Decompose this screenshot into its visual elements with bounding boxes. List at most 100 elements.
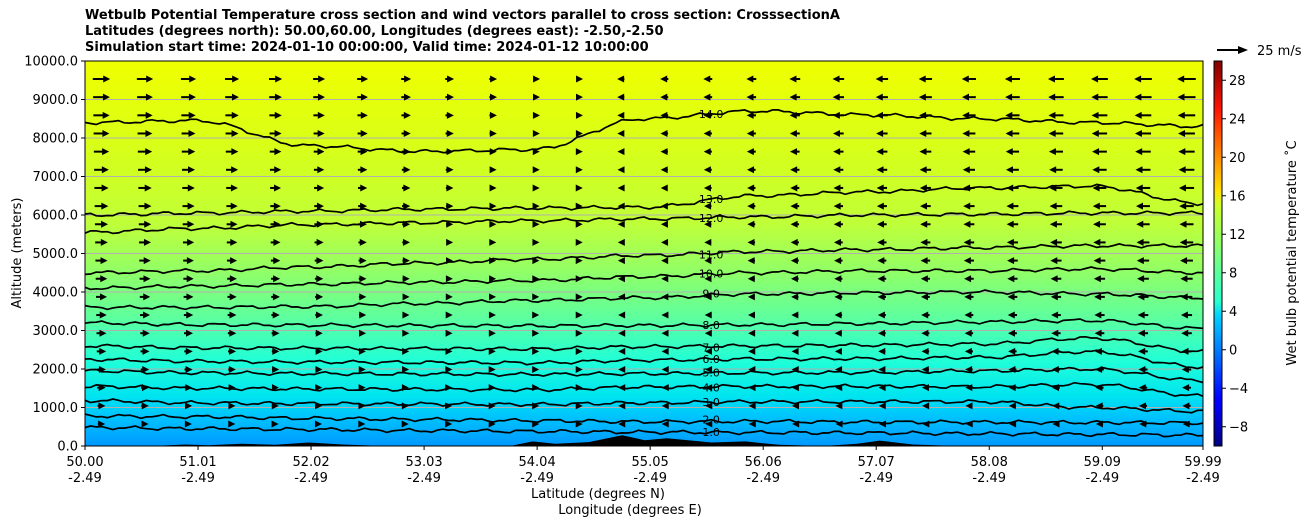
wind-vector-head — [273, 202, 281, 210]
wind-vector-head — [1091, 129, 1099, 137]
contour-label-13.0: 13.0 — [699, 193, 724, 206]
wind-vector-head — [791, 275, 799, 283]
wind-vector-head — [618, 366, 626, 374]
wind-vector-head — [445, 420, 453, 428]
wind-vector-head — [274, 166, 282, 174]
wind-vector-head — [271, 420, 279, 428]
wind-vector-head — [446, 111, 454, 119]
x-tick-label-lon: -2.49 — [746, 471, 780, 486]
wind-vector-head — [1179, 220, 1187, 228]
colorbar-ticks: −8 −4 0 4 8 12 16 20 24 28 — [1222, 74, 1248, 435]
wind-vector-head — [921, 329, 929, 337]
wind-vector-head — [142, 366, 150, 374]
wind-vector-head — [1048, 93, 1056, 101]
wind-vector-head — [575, 402, 583, 410]
wind-vector-head — [188, 148, 196, 156]
wind-vector-head — [488, 329, 496, 337]
wind-vector-head — [748, 347, 756, 355]
wind-vector-head — [1006, 238, 1014, 246]
wind-vector-head — [230, 238, 238, 246]
x-tick-label-lat: 55.05 — [632, 455, 669, 470]
wind-vector-head — [1008, 402, 1016, 410]
wind-vector-head — [833, 148, 841, 156]
wind-vector-head — [229, 293, 237, 301]
colorbar-tick-label: 8 — [1229, 266, 1237, 281]
wind-vector-head — [402, 238, 410, 246]
wind-vector-head — [231, 166, 239, 174]
wind-vector-head — [1178, 184, 1186, 192]
wind-vector-head — [488, 366, 496, 374]
wind-vector-head — [919, 148, 927, 156]
colorbar-frame — [1213, 60, 1223, 447]
y-axis-title: Altitude (meters) — [10, 198, 25, 309]
wind-vector-head — [1006, 220, 1014, 228]
wind-vector-head — [876, 184, 884, 192]
x-tick-label-lon: -2.49 — [294, 471, 328, 486]
wind-vector-head — [660, 93, 668, 101]
wind-vector-head — [142, 329, 150, 337]
wind-vector-head — [102, 111, 110, 119]
contour-line-6.0 — [85, 349, 1203, 370]
wind-vector-head — [1004, 75, 1012, 83]
wind-vector-head — [1093, 238, 1101, 246]
wind-vector-head — [184, 420, 192, 428]
wind-vector-head — [617, 111, 625, 119]
wind-vector-head — [317, 93, 325, 101]
wind-vector-head — [98, 420, 106, 428]
wind-vector-head — [1051, 329, 1059, 337]
wind-vector-head — [1179, 202, 1187, 210]
x-tick-label-lat: 59.99 — [1184, 455, 1221, 470]
wind-vector-head — [489, 184, 497, 192]
wind-vector-head — [920, 275, 928, 283]
wind-vector-head — [403, 111, 411, 119]
wind-vector-head — [144, 202, 152, 210]
wind-vector-head — [103, 75, 111, 83]
wind-vector-head — [575, 238, 583, 246]
x-tick-label-lon: -2.49 — [972, 471, 1006, 486]
wind-vector-head — [660, 166, 668, 174]
wind-vector-head — [1050, 293, 1058, 301]
wind-vector-head — [962, 148, 970, 156]
wind-vector-head — [101, 184, 109, 192]
wind-vector-head — [1005, 166, 1013, 174]
wind-vector-head — [316, 238, 324, 246]
wind-vector-head — [229, 311, 237, 319]
y-tick-label: 7000.0 — [33, 170, 79, 185]
wind-vector-head — [834, 257, 842, 265]
wind-vector-head — [359, 238, 367, 246]
wind-vector-head — [961, 75, 969, 83]
wind-vector-head — [532, 111, 540, 119]
wind-vector-head — [1007, 275, 1015, 283]
wind-vector-head — [747, 202, 755, 210]
wind-vector-head — [100, 238, 108, 246]
wind-vector-head — [1137, 311, 1145, 319]
wind-vector-head — [143, 238, 151, 246]
wind-vector-head — [661, 238, 669, 246]
wind-vector-head — [532, 293, 540, 301]
wind-vector-head — [144, 166, 152, 174]
wind-vector-head — [1134, 93, 1142, 101]
wind-vector-head — [360, 166, 368, 174]
y-tick-label: 0.0 — [57, 440, 78, 455]
wind-vector-head — [185, 366, 193, 374]
wind-vector-head — [1092, 202, 1100, 210]
wind-vector-head — [832, 93, 840, 101]
contour-label-11.0: 11.0 — [699, 249, 724, 262]
wind-vector-head — [403, 184, 411, 192]
wind-vector-head — [101, 220, 109, 228]
wind-vector-head — [1177, 93, 1185, 101]
wind-vector-head — [617, 238, 625, 246]
wind-vector-head — [1180, 275, 1188, 283]
wind-vector-head — [1091, 111, 1099, 119]
wind-vector-head — [532, 129, 540, 137]
wind-vector-head — [703, 93, 711, 101]
wind-vector-head — [402, 293, 410, 301]
wind-vector-head — [1134, 111, 1142, 119]
wind-key: 25 m/s — [1217, 44, 1302, 59]
wind-vector-head — [360, 93, 368, 101]
wind-vector-head — [1135, 166, 1143, 174]
colorbar-tick-label: 0 — [1229, 343, 1237, 358]
wind-vector-head — [143, 275, 151, 283]
wind-vector-head — [922, 402, 930, 410]
wind-vector-head — [617, 202, 625, 210]
